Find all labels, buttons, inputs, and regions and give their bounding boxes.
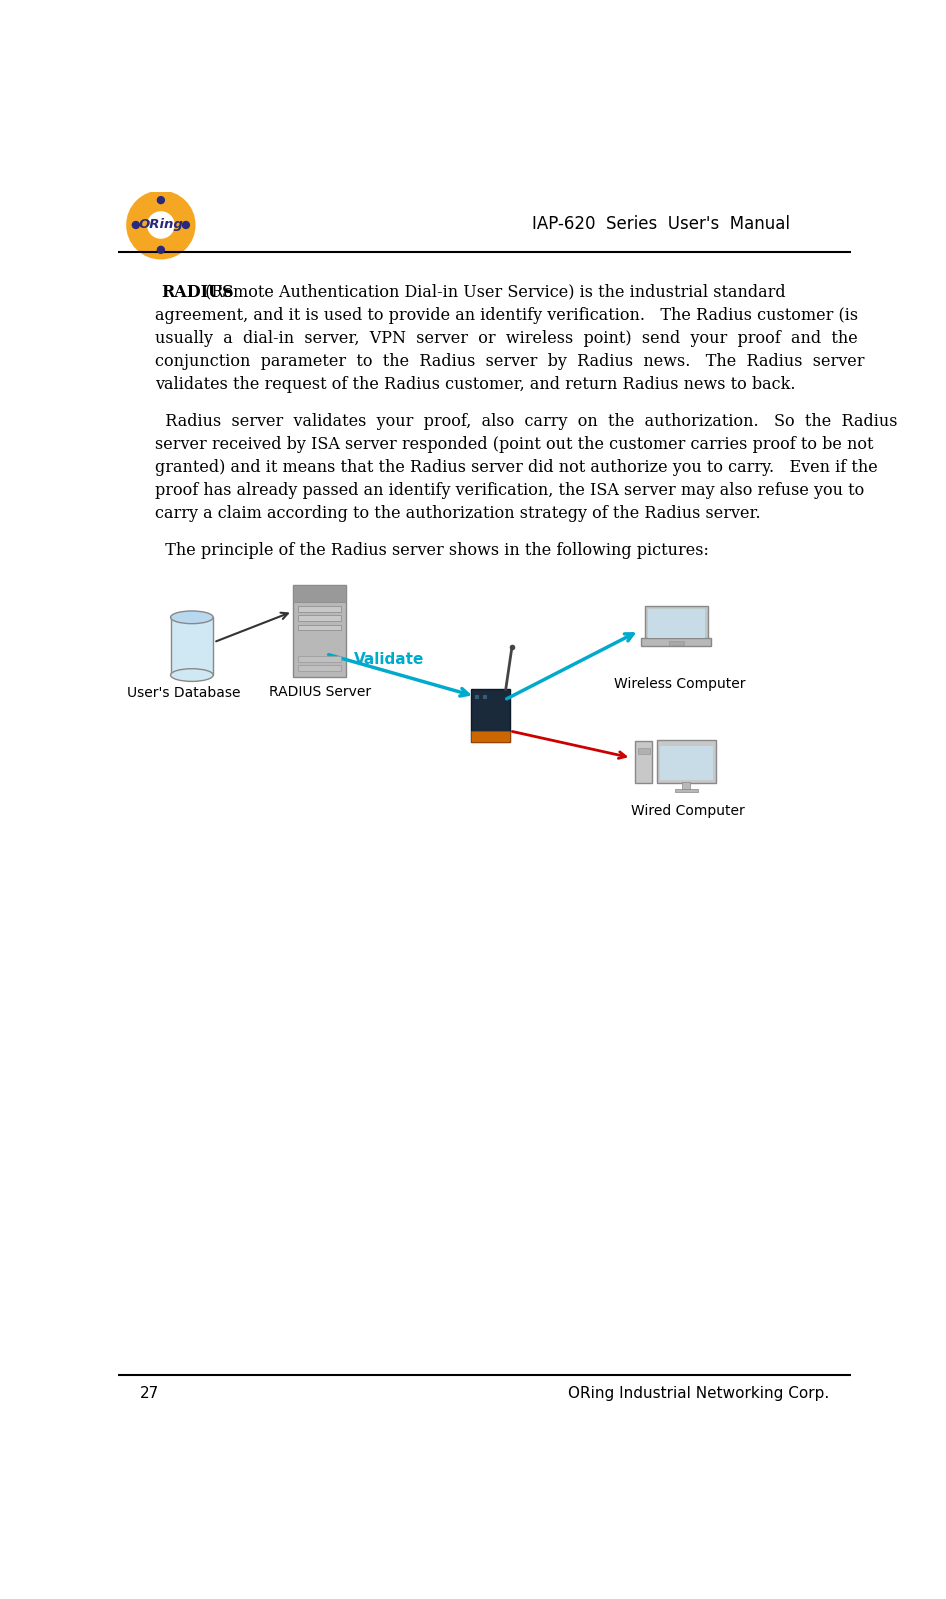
Text: ORing Industrial Networking Corp.: ORing Industrial Networking Corp. xyxy=(569,1386,830,1401)
Text: 27: 27 xyxy=(140,1386,159,1401)
FancyBboxPatch shape xyxy=(471,731,510,742)
Circle shape xyxy=(183,222,189,229)
FancyBboxPatch shape xyxy=(482,696,487,699)
FancyBboxPatch shape xyxy=(298,606,342,611)
Circle shape xyxy=(157,246,165,253)
Text: IAP-620  Series  User's  Manual: IAP-620 Series User's Manual xyxy=(532,216,790,233)
Text: granted) and it means that the Radius server did not authorize you to carry.   E: granted) and it means that the Radius se… xyxy=(155,459,878,477)
Circle shape xyxy=(131,195,190,254)
Text: proof has already passed an identify verification, the ISA server may also refus: proof has already passed an identify ver… xyxy=(155,483,865,499)
FancyBboxPatch shape xyxy=(645,606,708,641)
FancyBboxPatch shape xyxy=(298,665,342,672)
Text: Validate: Validate xyxy=(355,652,425,667)
Text: RADIUS: RADIUS xyxy=(162,283,235,301)
Text: usually  a  dial-in  server,  VPN  server  or  wireless  point)  send  your  pro: usually a dial-in server, VPN server or … xyxy=(155,329,858,347)
Text: Wired Computer: Wired Computer xyxy=(631,804,745,819)
Circle shape xyxy=(157,197,165,203)
FancyBboxPatch shape xyxy=(648,609,705,638)
Text: The principle of the Radius server shows in the following pictures:: The principle of the Radius server shows… xyxy=(155,542,710,560)
Text: ORing: ORing xyxy=(138,219,184,232)
FancyBboxPatch shape xyxy=(298,616,342,620)
FancyBboxPatch shape xyxy=(635,740,652,784)
Text: Radius  server  validates  your  proof,  also  carry  on  the  authorization.   : Radius server validates your proof, also… xyxy=(155,413,898,430)
Ellipse shape xyxy=(170,611,213,624)
Text: server received by ISA server responded (point out the customer carries proof to: server received by ISA server responded … xyxy=(155,437,874,453)
FancyBboxPatch shape xyxy=(669,641,684,646)
FancyBboxPatch shape xyxy=(293,585,346,601)
Text: validates the request of the Radius customer, and return Radius news to back.: validates the request of the Radius cust… xyxy=(155,376,796,393)
FancyBboxPatch shape xyxy=(298,656,342,662)
Text: agreement, and it is used to provide an identify verification.   The Radius cust: agreement, and it is used to provide an … xyxy=(155,307,859,323)
Circle shape xyxy=(148,213,174,238)
FancyBboxPatch shape xyxy=(475,696,480,699)
Circle shape xyxy=(132,222,139,229)
FancyBboxPatch shape xyxy=(674,788,698,793)
FancyBboxPatch shape xyxy=(682,782,691,790)
Text: conjunction  parameter  to  the  Radius  server  by  Radius  news.   The  Radius: conjunction parameter to the Radius serv… xyxy=(155,353,865,369)
Text: Wireless Computer: Wireless Computer xyxy=(614,676,745,691)
FancyBboxPatch shape xyxy=(641,638,711,646)
Ellipse shape xyxy=(170,668,213,681)
Text: carry a claim according to the authorization strategy of the Radius server.: carry a claim according to the authoriza… xyxy=(155,505,762,523)
FancyBboxPatch shape xyxy=(657,740,716,784)
FancyBboxPatch shape xyxy=(471,689,510,742)
Text: (Remote Authentication Dial-in User Service) is the industrial standard: (Remote Authentication Dial-in User Serv… xyxy=(201,283,786,301)
Text: RADIUS Server: RADIUS Server xyxy=(269,684,371,699)
FancyBboxPatch shape xyxy=(170,617,213,675)
FancyBboxPatch shape xyxy=(298,625,342,630)
Text: User's Database: User's Database xyxy=(128,686,241,700)
FancyBboxPatch shape xyxy=(660,747,712,780)
FancyBboxPatch shape xyxy=(293,585,346,676)
FancyBboxPatch shape xyxy=(638,748,650,755)
